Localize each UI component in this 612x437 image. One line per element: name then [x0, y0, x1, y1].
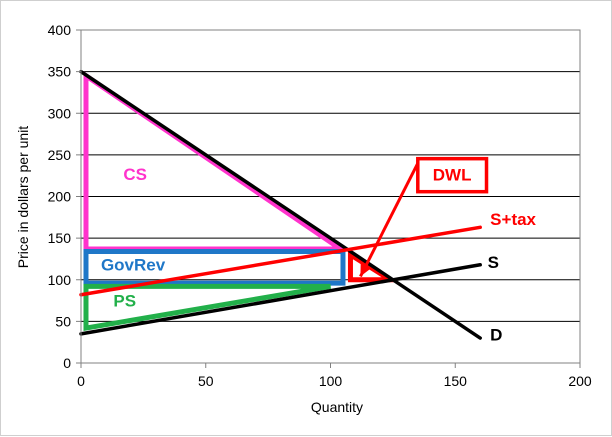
surplus-regions [83, 71, 400, 331]
annotation-cs: CS [123, 165, 147, 184]
x-tick-label-0: 0 [77, 373, 85, 389]
x-tick-label-150: 150 [444, 373, 468, 389]
region-dwl [347, 250, 400, 283]
series-line-d [79, 69, 482, 340]
annotation-box-dwl [416, 156, 489, 194]
annotation-d: D [490, 326, 502, 345]
y-tick-label-50: 50 [55, 313, 71, 329]
x-tick-label-200: 200 [568, 373, 592, 389]
y-tick-label-400: 400 [48, 22, 72, 38]
y-tick-label-200: 200 [48, 189, 72, 205]
x-tick-label-50: 50 [198, 373, 214, 389]
annotation-govrev: GovRev [101, 256, 166, 275]
gridlines [81, 29, 580, 322]
y-axis-title: Price in dollars per unit [15, 126, 31, 269]
annotation-dwl: DWL [433, 166, 472, 185]
y-tick-label-350: 350 [48, 64, 72, 80]
annotations: CS GovRev PS S D S+tax DWL [101, 156, 537, 345]
axes [76, 29, 581, 368]
dwl-arrow [359, 162, 420, 278]
y-tick-label-300: 300 [48, 105, 72, 121]
series-line-s [79, 263, 482, 336]
region-ps [83, 283, 331, 331]
curves [79, 69, 482, 340]
y-tick-label-150: 150 [48, 230, 72, 246]
y-tick-label-100: 100 [48, 272, 72, 288]
dwl-arrow-shaft [359, 162, 420, 278]
dwl-arrow-head [360, 263, 371, 277]
y-tick-label-250: 250 [48, 147, 72, 163]
region-govrev [83, 248, 346, 286]
y-tick-label-0: 0 [63, 355, 71, 371]
series-line-s-tax [79, 225, 482, 297]
annotation-s-tax: S+tax [490, 210, 536, 229]
tick-labels: 0 50 100 150 200 0 50 100 150 200 250 300 350 400 [48, 22, 592, 389]
annotation-ps: PS [113, 291, 136, 310]
x-axis-title: Quantity [311, 399, 363, 415]
x-tick-label-100: 100 [319, 373, 343, 389]
annotation-s: S [488, 253, 499, 272]
